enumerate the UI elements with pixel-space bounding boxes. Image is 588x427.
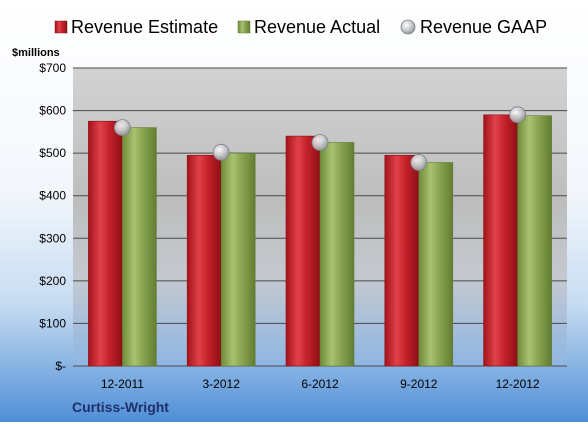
- y-axis-label: $millions: [12, 47, 60, 59]
- y-tick-label: $-: [55, 359, 66, 373]
- marker-revenue-gaap: [410, 154, 428, 171]
- x-tick-label: 9-2012: [400, 377, 438, 391]
- legend-label-gaap: Revenue GAAP: [420, 17, 547, 37]
- y-tick-label: $200: [39, 274, 66, 288]
- marker-revenue-gaap: [509, 106, 526, 124]
- marker-revenue-gaap: [212, 143, 230, 161]
- bar-revenue-estimate: [285, 135, 321, 367]
- legend-label-actual: Revenue Actual: [254, 17, 380, 37]
- legend: Revenue Estimate Revenue Actual Revenue …: [54, 17, 547, 37]
- legend-label-estimate: Revenue Estimate: [71, 17, 218, 37]
- y-tick-label: $700: [39, 61, 66, 75]
- bar-revenue-estimate: [88, 120, 123, 367]
- y-tick-label: $500: [39, 146, 66, 160]
- bar-revenue-estimate: [186, 154, 222, 367]
- x-tick-label: 3-2012: [203, 377, 241, 391]
- y-tick-label: $400: [39, 189, 66, 203]
- legend-swatch-actual: [237, 20, 251, 34]
- y-axis: $- $100 $200 $300 $400 $500 $600 $700: [39, 61, 66, 373]
- x-axis: 12-2011 3-2012 6-2012 9-2012 12-2012: [101, 377, 540, 391]
- y-tick-label: $600: [39, 104, 66, 118]
- marker-revenue-gaap: [114, 119, 131, 136]
- bar-revenue-estimate: [384, 154, 420, 367]
- bar-revenue-actual: [319, 142, 355, 367]
- bar-revenue-actual: [517, 115, 552, 367]
- x-tick-label: 12-2011: [101, 377, 144, 391]
- bar-revenue-actual: [122, 127, 157, 367]
- x-tick-label: 6-2012: [301, 377, 339, 391]
- y-tick-label: $100: [39, 316, 66, 330]
- bar-revenue-estimate: [483, 114, 518, 367]
- y-tick-label: $300: [39, 231, 66, 245]
- gaap-markers: [114, 106, 526, 171]
- bar-revenue-actual: [220, 152, 256, 367]
- company-name: Curtiss-Wright: [72, 399, 169, 415]
- legend-marker-gaap: [400, 19, 416, 35]
- bar-revenue-actual: [418, 162, 454, 367]
- x-tick-label: 12-2012: [496, 377, 540, 391]
- bars: [88, 114, 552, 367]
- legend-swatch-estimate: [54, 20, 68, 34]
- marker-revenue-gaap: [311, 134, 329, 151]
